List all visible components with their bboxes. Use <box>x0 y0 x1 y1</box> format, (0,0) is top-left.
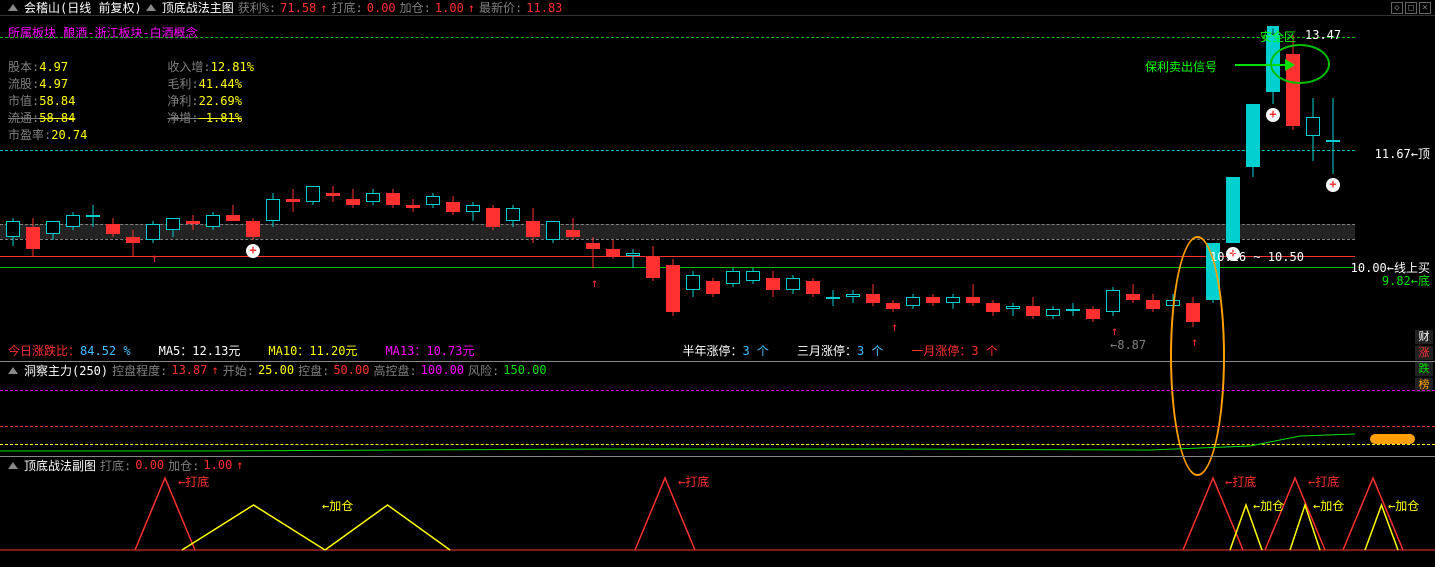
safe-zone-label: 安全区 <box>1260 28 1296 45</box>
stock-name: 会稽山(日线 前复权) <box>24 0 142 16</box>
bottom-label: 9.82←底 <box>1382 272 1430 289</box>
peak-label: ←打底 <box>1308 473 1339 490</box>
up-marker: ↑ <box>891 320 898 334</box>
sell-signal-label: 保利卖出信号 <box>1145 58 1217 75</box>
plus-badge: + <box>246 244 260 258</box>
peak-label: ←打底 <box>178 473 209 490</box>
safe-price: 13.47 <box>1305 28 1341 42</box>
peak-label: ←打底 <box>678 473 709 490</box>
side-tab-0[interactable]: 财 <box>1415 330 1433 344</box>
up-marker: ↑ <box>151 251 158 265</box>
sub2-body: ←打底 ←打底 ←打底 ←打底 ←加仓 ←加仓 ←加仓 ←加仓 <box>0 473 1435 551</box>
dadi-value: 0.00 <box>367 1 396 15</box>
close-icon[interactable]: × <box>1419 2 1431 14</box>
subchart-strategy[interactable]: 顶底战法副图 打底:0.00 加仓:1.00↑ ←打底←打底←打底←打底←加仓←… <box>0 457 1435 551</box>
peak-label: ←加仓 <box>1253 497 1284 514</box>
min-icon[interactable]: ◇ <box>1391 2 1403 14</box>
side-tab-1[interactable]: 涨 <box>1415 346 1433 360</box>
profit-value: 71.58 <box>280 1 316 15</box>
max-icon[interactable]: □ <box>1405 2 1417 14</box>
top-label: 11.67←顶 <box>1375 145 1430 162</box>
up-marker: ↑ <box>591 276 598 290</box>
jiacang-value: 1.00 <box>435 1 464 15</box>
latest-value: 11.83 <box>526 1 562 15</box>
main-chart[interactable]: 所属板块 酿酒-浙江板块-白酒概念 股本:4.97 收入增:12.81% 流股:… <box>0 16 1435 362</box>
plus-badge: + <box>1326 178 1340 192</box>
up-arrow-icon-4[interactable] <box>8 462 18 469</box>
sub1-title: 洞察主力(250) <box>24 362 108 379</box>
sub1-body <box>0 378 1435 456</box>
up-arrow-icon-2[interactable] <box>146 4 156 11</box>
peak-label: ←加仓 <box>1313 497 1344 514</box>
subchart-main-force[interactable]: 洞察主力(250) 控盘程度:13.87↑ 开始:25.00 控盘:50.00 … <box>0 362 1435 457</box>
profit-label: 获利%: <box>238 0 276 16</box>
main-header: 会稽山(日线 前复权) 顶底战法主图 获利%: 71.58↑ 打底: 0.00 … <box>0 0 1435 16</box>
plus-badge: + <box>1266 108 1280 122</box>
jiacang-label: 加仓: <box>400 0 431 16</box>
peak-label: ←加仓 <box>322 497 353 514</box>
indicator-pill <box>1370 434 1415 444</box>
chart-footer: 今日涨跌比：84.52 % MA5：12.13元 MA10：11.20元 MA1… <box>8 342 1427 359</box>
dadi-label: 打底: <box>332 0 363 16</box>
window-controls: ◇ □ × <box>1391 2 1431 14</box>
latest-label: 最新价: <box>479 0 522 16</box>
up-marker: ↑ <box>1111 324 1118 338</box>
sub2-title: 顶底战法副图 <box>24 457 96 474</box>
peak-label: ←加仓 <box>1388 497 1419 514</box>
peak-label: ←打底 <box>1225 473 1256 490</box>
sell-ellipse <box>1270 44 1330 84</box>
up-arrow-icon-3[interactable] <box>8 367 18 374</box>
range-label: 10.26 ~ 10.50 <box>1210 250 1304 264</box>
up-arrow-icon[interactable] <box>8 4 18 11</box>
strategy-name: 顶底战法主图 <box>162 0 234 16</box>
